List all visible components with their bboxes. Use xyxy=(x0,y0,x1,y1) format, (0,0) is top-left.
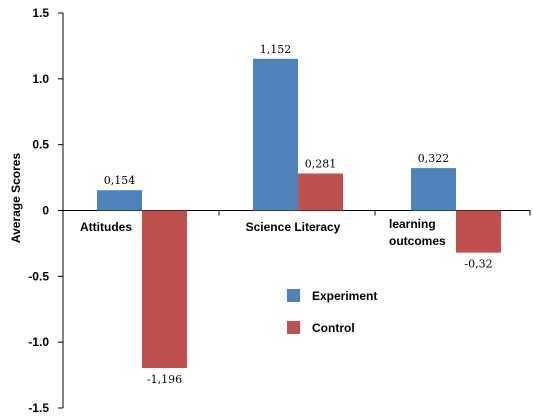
bar-experiment-1 xyxy=(97,190,142,211)
data-labels: 0,154 1,152 0,322 -1,196 0,281 -0,32 xyxy=(104,43,493,386)
legend-swatch-control xyxy=(287,321,300,334)
data-label: -0,32 xyxy=(464,258,492,271)
y-axis: 1.5 1.0 0.5 0 -0.5 -1.0 -1.5 xyxy=(28,6,531,415)
legend: Experiment Control xyxy=(287,289,377,335)
data-label: 1,152 xyxy=(260,43,292,56)
data-label: -1,196 xyxy=(147,373,182,386)
legend-label-control: Control xyxy=(312,321,355,335)
bar-control-3 xyxy=(456,210,501,253)
y-tick-label: 1.0 xyxy=(32,72,49,86)
bar-experiment-3 xyxy=(411,168,456,211)
data-label: 0,322 xyxy=(418,152,450,165)
data-label: 0,154 xyxy=(104,174,136,187)
y-tick-label: 0.5 xyxy=(32,138,49,152)
category-label-learning-outcomes-line1: learning xyxy=(389,217,436,231)
bar-experiment-2 xyxy=(253,58,298,211)
y-tick-label: -1.5 xyxy=(28,401,49,415)
category-label-learning-outcomes-line2: outcomes xyxy=(389,234,446,248)
bar-control-1 xyxy=(142,210,187,368)
legend-label-experiment: Experiment xyxy=(312,289,377,303)
y-tick-label: -1.0 xyxy=(28,335,49,349)
y-axis-label: Average Scores xyxy=(9,153,23,244)
data-label: 0,281 xyxy=(305,158,337,171)
legend-swatch-experiment xyxy=(287,289,300,302)
bars xyxy=(97,58,501,368)
category-labels: Attitudes Science Literacy learning outcome… xyxy=(80,217,446,248)
y-tick-label: -0.5 xyxy=(28,269,49,283)
category-label-science-literacy: Science Literacy xyxy=(246,220,341,234)
category-label-attitudes: Attitudes xyxy=(80,220,132,234)
y-tick-label: 1.5 xyxy=(32,6,49,20)
bar-control-2 xyxy=(298,173,343,211)
y-tick-label: 0 xyxy=(42,204,49,218)
